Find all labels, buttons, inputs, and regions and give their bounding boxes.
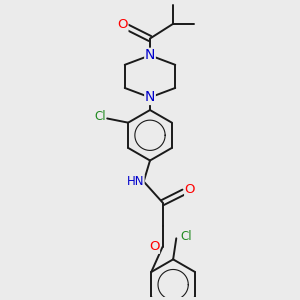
Text: N: N — [145, 90, 155, 104]
Text: O: O — [149, 240, 160, 253]
Text: N: N — [145, 48, 155, 62]
Text: HN: HN — [127, 175, 144, 188]
Text: O: O — [185, 184, 195, 196]
Text: Cl: Cl — [180, 230, 192, 243]
Text: O: O — [117, 18, 128, 32]
Text: Cl: Cl — [94, 110, 106, 123]
